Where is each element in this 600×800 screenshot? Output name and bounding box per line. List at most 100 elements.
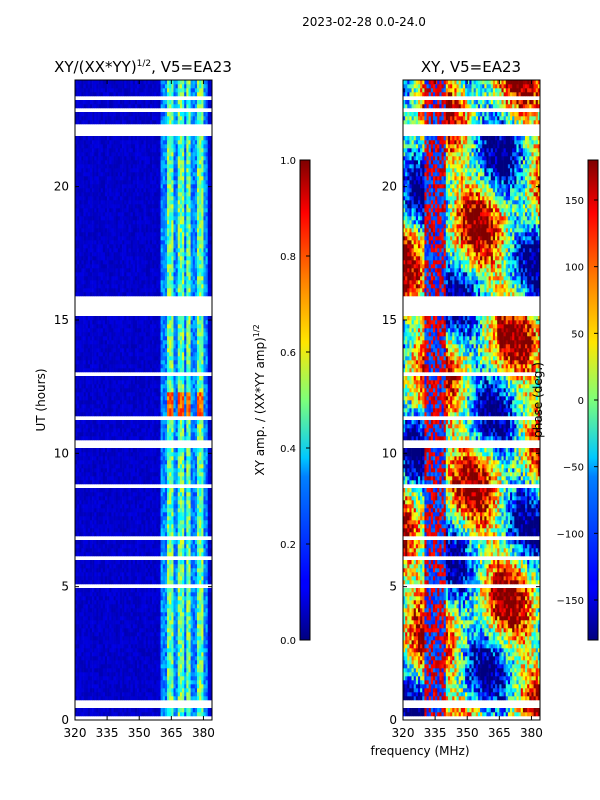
heatmap-cell	[83, 432, 86, 437]
heatmap-cell	[162, 640, 166, 645]
heatmap-cell	[102, 396, 106, 401]
heatmap-cell	[139, 660, 142, 665]
heatmap-cell	[167, 668, 170, 673]
heatmap-cell	[188, 628, 191, 633]
heatmap-cell	[83, 612, 86, 617]
heatmap-cell	[77, 620, 80, 625]
heatmap-cell	[79, 476, 82, 481]
heatmap-cell	[164, 488, 168, 493]
heatmap-cell	[139, 596, 142, 601]
heatmap-cell	[167, 380, 170, 385]
heatmap-cell	[167, 640, 170, 645]
heatmap-cell	[139, 436, 142, 441]
heatmap-cell	[162, 564, 166, 569]
heatmap-cell	[126, 648, 129, 653]
heatmap-cell	[126, 656, 129, 661]
heatmap-cell	[147, 388, 151, 393]
heatmap-cell	[134, 508, 138, 513]
heatmap-cell	[186, 672, 189, 677]
heatmap-cell	[98, 448, 101, 453]
heatmap-cell	[167, 608, 170, 613]
heatmap-cell	[141, 632, 144, 637]
heatmap-cell	[143, 400, 146, 405]
heatmap-cell	[79, 656, 82, 661]
heatmap-cell	[115, 404, 119, 409]
heatmap-cell	[107, 624, 110, 629]
heatmap-cell	[130, 472, 134, 477]
heatmap-cell	[175, 688, 179, 693]
heatmap-cell	[201, 384, 204, 389]
heatmap-cell	[186, 388, 189, 393]
heatmap-cell	[102, 364, 106, 369]
heatmap-cell	[141, 656, 144, 661]
heatmap-cell	[124, 468, 127, 473]
heatmap-cell	[203, 680, 206, 685]
heatmap-cell	[117, 652, 121, 657]
heatmap-cell	[83, 588, 86, 593]
heatmap-cell	[89, 376, 93, 381]
heatmap-cell	[98, 564, 101, 569]
heatmap-cell	[96, 612, 99, 617]
heatmap-cell	[154, 544, 157, 549]
heatmap-cell	[190, 384, 194, 389]
heatmap-cell	[192, 604, 196, 609]
heatmap-cell	[182, 504, 185, 509]
heatmap-cell	[79, 696, 82, 701]
heatmap-cell	[111, 576, 114, 581]
heatmap-cell	[98, 620, 101, 625]
heatmap-cell	[98, 412, 101, 417]
heatmap-cell	[109, 488, 112, 493]
heatmap-cell	[186, 404, 189, 409]
heatmap-cell	[203, 424, 206, 429]
heatmap-cell	[203, 464, 206, 469]
heatmap-cell	[119, 548, 123, 553]
heatmap-cell	[177, 644, 181, 649]
heatmap-cell	[96, 364, 99, 369]
heatmap-cell	[100, 384, 104, 389]
heatmap-cell	[184, 432, 187, 437]
heatmap-cell	[156, 596, 159, 601]
heatmap-cell	[207, 428, 211, 433]
heatmap-cell	[173, 692, 176, 697]
heatmap-cell	[197, 464, 200, 469]
heatmap-cell	[107, 488, 110, 493]
heatmap-cell	[87, 380, 91, 385]
heatmap-cell	[107, 560, 110, 565]
heatmap-cell	[130, 540, 134, 545]
heatmap-cell	[100, 576, 104, 581]
heatmap-cell	[141, 456, 144, 461]
heatmap-cell	[85, 708, 89, 713]
heatmap-cell	[192, 464, 196, 469]
heatmap-cell	[209, 396, 212, 401]
heatmap-cell	[171, 540, 174, 545]
heatmap-cell	[141, 708, 144, 713]
heatmap-cell	[201, 564, 204, 569]
heatmap-cell	[182, 588, 185, 593]
heatmap-cell	[102, 572, 106, 577]
heatmap-cell	[109, 692, 112, 697]
heatmap-cell	[77, 648, 80, 653]
heatmap-cell	[199, 368, 202, 373]
heatmap-cell	[141, 688, 144, 693]
heatmap-cell	[156, 508, 159, 513]
heatmap-cell	[207, 456, 211, 461]
heatmap-cell	[156, 384, 159, 389]
heatmap-cell	[149, 664, 153, 669]
heatmap-cell	[169, 380, 172, 385]
heatmap-cell	[186, 436, 189, 441]
heatmap-cell	[171, 392, 174, 397]
heatmap-cell	[141, 660, 144, 665]
heatmap-cell	[92, 592, 95, 597]
heatmap-cell	[75, 692, 78, 697]
heatmap-cell	[92, 656, 95, 661]
heatmap-cell	[96, 380, 99, 385]
heatmap-cell	[190, 464, 194, 469]
heatmap-cell	[164, 544, 168, 549]
heatmap-cell	[111, 712, 114, 717]
heatmap-cell	[160, 544, 164, 549]
heatmap-cell	[113, 376, 116, 381]
heatmap-cell	[149, 684, 153, 689]
heatmap-cell	[89, 424, 93, 429]
heatmap-cell	[92, 624, 95, 629]
heatmap-cell	[160, 612, 164, 617]
